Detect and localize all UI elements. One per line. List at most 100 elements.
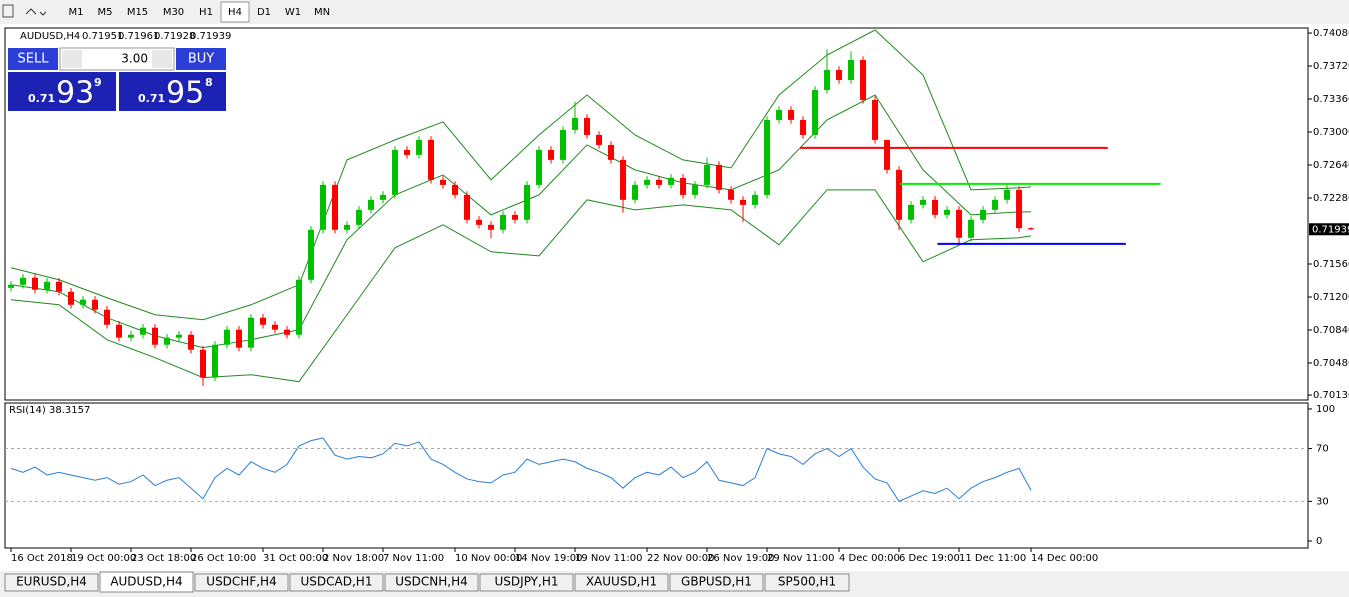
- candle-body: [560, 129, 567, 160]
- ask-small: 8: [205, 76, 213, 89]
- candle-body: [884, 139, 891, 170]
- timeframe[interactable]: W1: [285, 7, 301, 18]
- rsi-line: [10, 437, 1032, 503]
- x-tick-label: 23 Oct 18:00: [131, 553, 196, 564]
- candle-body: [524, 184, 531, 220]
- lot-field[interactable]: [59, 47, 175, 71]
- candle-body: [920, 199, 927, 205]
- x-tick-label: 19 Oct 00:00: [71, 553, 136, 564]
- price-tag: [1309, 223, 1349, 236]
- toolbar-icon[interactable]: [2, 4, 14, 18]
- x-tick-label: 7 Nov 11:00: [383, 553, 444, 564]
- timeframe-active: [220, 1, 250, 23]
- candle-body: [500, 214, 507, 230]
- tab-label: GBPUSD,H1: [681, 575, 752, 589]
- candle-body: [776, 109, 783, 120]
- tab[interactable]: [194, 573, 289, 592]
- candle-body: [212, 344, 219, 378]
- tab-label: EURUSD,H4: [16, 575, 87, 589]
- candle-body: [740, 199, 747, 205]
- candle-body: [956, 209, 963, 238]
- tab-label: USDCHF,H4: [206, 575, 276, 589]
- tab[interactable]: [384, 573, 479, 592]
- tab[interactable]: [4, 573, 99, 592]
- candle-body: [128, 334, 135, 338]
- ohlc-value: 0.71928: [154, 31, 195, 42]
- x-tick-label: 11 Dec 11:00: [959, 553, 1026, 564]
- tab-label: AUDUSD,H4: [110, 575, 182, 589]
- rsi-plot: [4, 402, 1309, 549]
- tab-label: SP500,H1: [778, 575, 836, 589]
- tab-label: XAUUSD,H1: [586, 575, 657, 589]
- candle-body: [236, 329, 243, 348]
- candle-body: [944, 209, 951, 215]
- candle-body: [908, 204, 915, 220]
- candle-body: [692, 184, 699, 195]
- tab[interactable]: [669, 573, 764, 592]
- tab[interactable]: [479, 573, 574, 592]
- x-tick-label: 26 Oct 10:00: [191, 553, 256, 564]
- candle-body: [728, 189, 735, 200]
- timeframe[interactable]: M1: [69, 7, 84, 18]
- symbol: AUDUSD,H4: [20, 31, 80, 42]
- x-tick-label: 16 Oct 2018: [11, 553, 73, 564]
- timeframe[interactable]: M15: [127, 7, 148, 18]
- bid-box[interactable]: [8, 72, 116, 111]
- candle-body: [272, 324, 279, 330]
- candle-body: [656, 179, 663, 185]
- tab-label: USDCNH,H4: [395, 575, 468, 589]
- candle-body: [332, 184, 339, 230]
- candle-body: [260, 317, 267, 325]
- candle-body: [380, 194, 387, 200]
- timeframe[interactable]: M30: [163, 7, 184, 18]
- tab[interactable]: [289, 573, 384, 592]
- tab[interactable]: [574, 573, 669, 592]
- timeframe[interactable]: H4: [228, 7, 242, 18]
- candle-body: [8, 284, 15, 288]
- x-tick-label: 14 Nov 19:00: [515, 553, 582, 564]
- candle-body: [32, 277, 39, 290]
- timeframe[interactable]: M5: [98, 7, 113, 18]
- candle-body: [680, 177, 687, 195]
- candle-body: [992, 199, 999, 210]
- candle-body: [896, 169, 903, 220]
- candle-body: [320, 184, 327, 230]
- toolbar-icon[interactable]: [25, 8, 47, 16]
- ohlc-value: 0.71939: [190, 31, 231, 42]
- timeframe[interactable]: MN: [314, 7, 330, 18]
- ask-box[interactable]: [119, 72, 226, 111]
- candle-body: [224, 329, 231, 345]
- candle-body: [1016, 189, 1023, 229]
- candle-body: [764, 119, 771, 195]
- candle-body: [752, 194, 759, 205]
- bid-prefix: 0.71: [28, 92, 55, 105]
- candle-body: [932, 199, 939, 215]
- y-tick-label: 0.70130: [1313, 390, 1349, 401]
- candle-body: [20, 277, 27, 285]
- chart-window: [0, 24, 1349, 571]
- timeframe[interactable]: H1: [199, 7, 213, 18]
- candle-body: [968, 219, 975, 238]
- candle-body: [572, 117, 579, 130]
- buy-button[interactable]: [176, 48, 226, 70]
- bollinger-middle: [10, 94, 1032, 349]
- candle-body: [68, 291, 75, 305]
- sell-button[interactable]: [8, 48, 58, 70]
- candle-body: [80, 299, 87, 305]
- candle-body: [140, 327, 147, 335]
- candle-body: [188, 334, 195, 350]
- tab[interactable]: [99, 571, 194, 593]
- x-tick-label: 6 Dec 19:00: [899, 553, 960, 564]
- candle-body: [464, 194, 471, 220]
- timeframe[interactable]: D1: [257, 7, 271, 18]
- tab[interactable]: [764, 573, 850, 592]
- candle-body: [788, 109, 795, 120]
- lot-up[interactable]: [152, 50, 172, 68]
- ohlc-value: 0.71951: [82, 31, 123, 42]
- y-tick-label: 30: [1316, 496, 1329, 507]
- lot-down[interactable]: [62, 50, 82, 68]
